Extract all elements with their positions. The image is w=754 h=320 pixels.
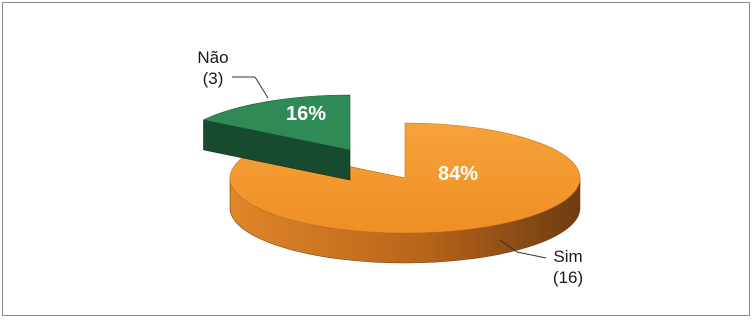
count-label-nao: (3) xyxy=(203,69,224,88)
category-label-sim: Sim xyxy=(553,247,582,266)
leader-line-sim xyxy=(499,239,518,253)
slice-sim-top xyxy=(229,122,581,234)
data-label-nao: 16% xyxy=(286,103,326,125)
slice-nao-top xyxy=(202,94,351,151)
category-label-nao: Não xyxy=(197,48,228,67)
chart-frame xyxy=(2,2,750,316)
data-label-sim: 84% xyxy=(438,163,478,185)
leader-line-sim-2 xyxy=(516,251,547,259)
slice-nao xyxy=(202,94,351,181)
leader-line-nao-2 xyxy=(254,76,269,99)
count-label-sim: (16) xyxy=(553,268,583,287)
